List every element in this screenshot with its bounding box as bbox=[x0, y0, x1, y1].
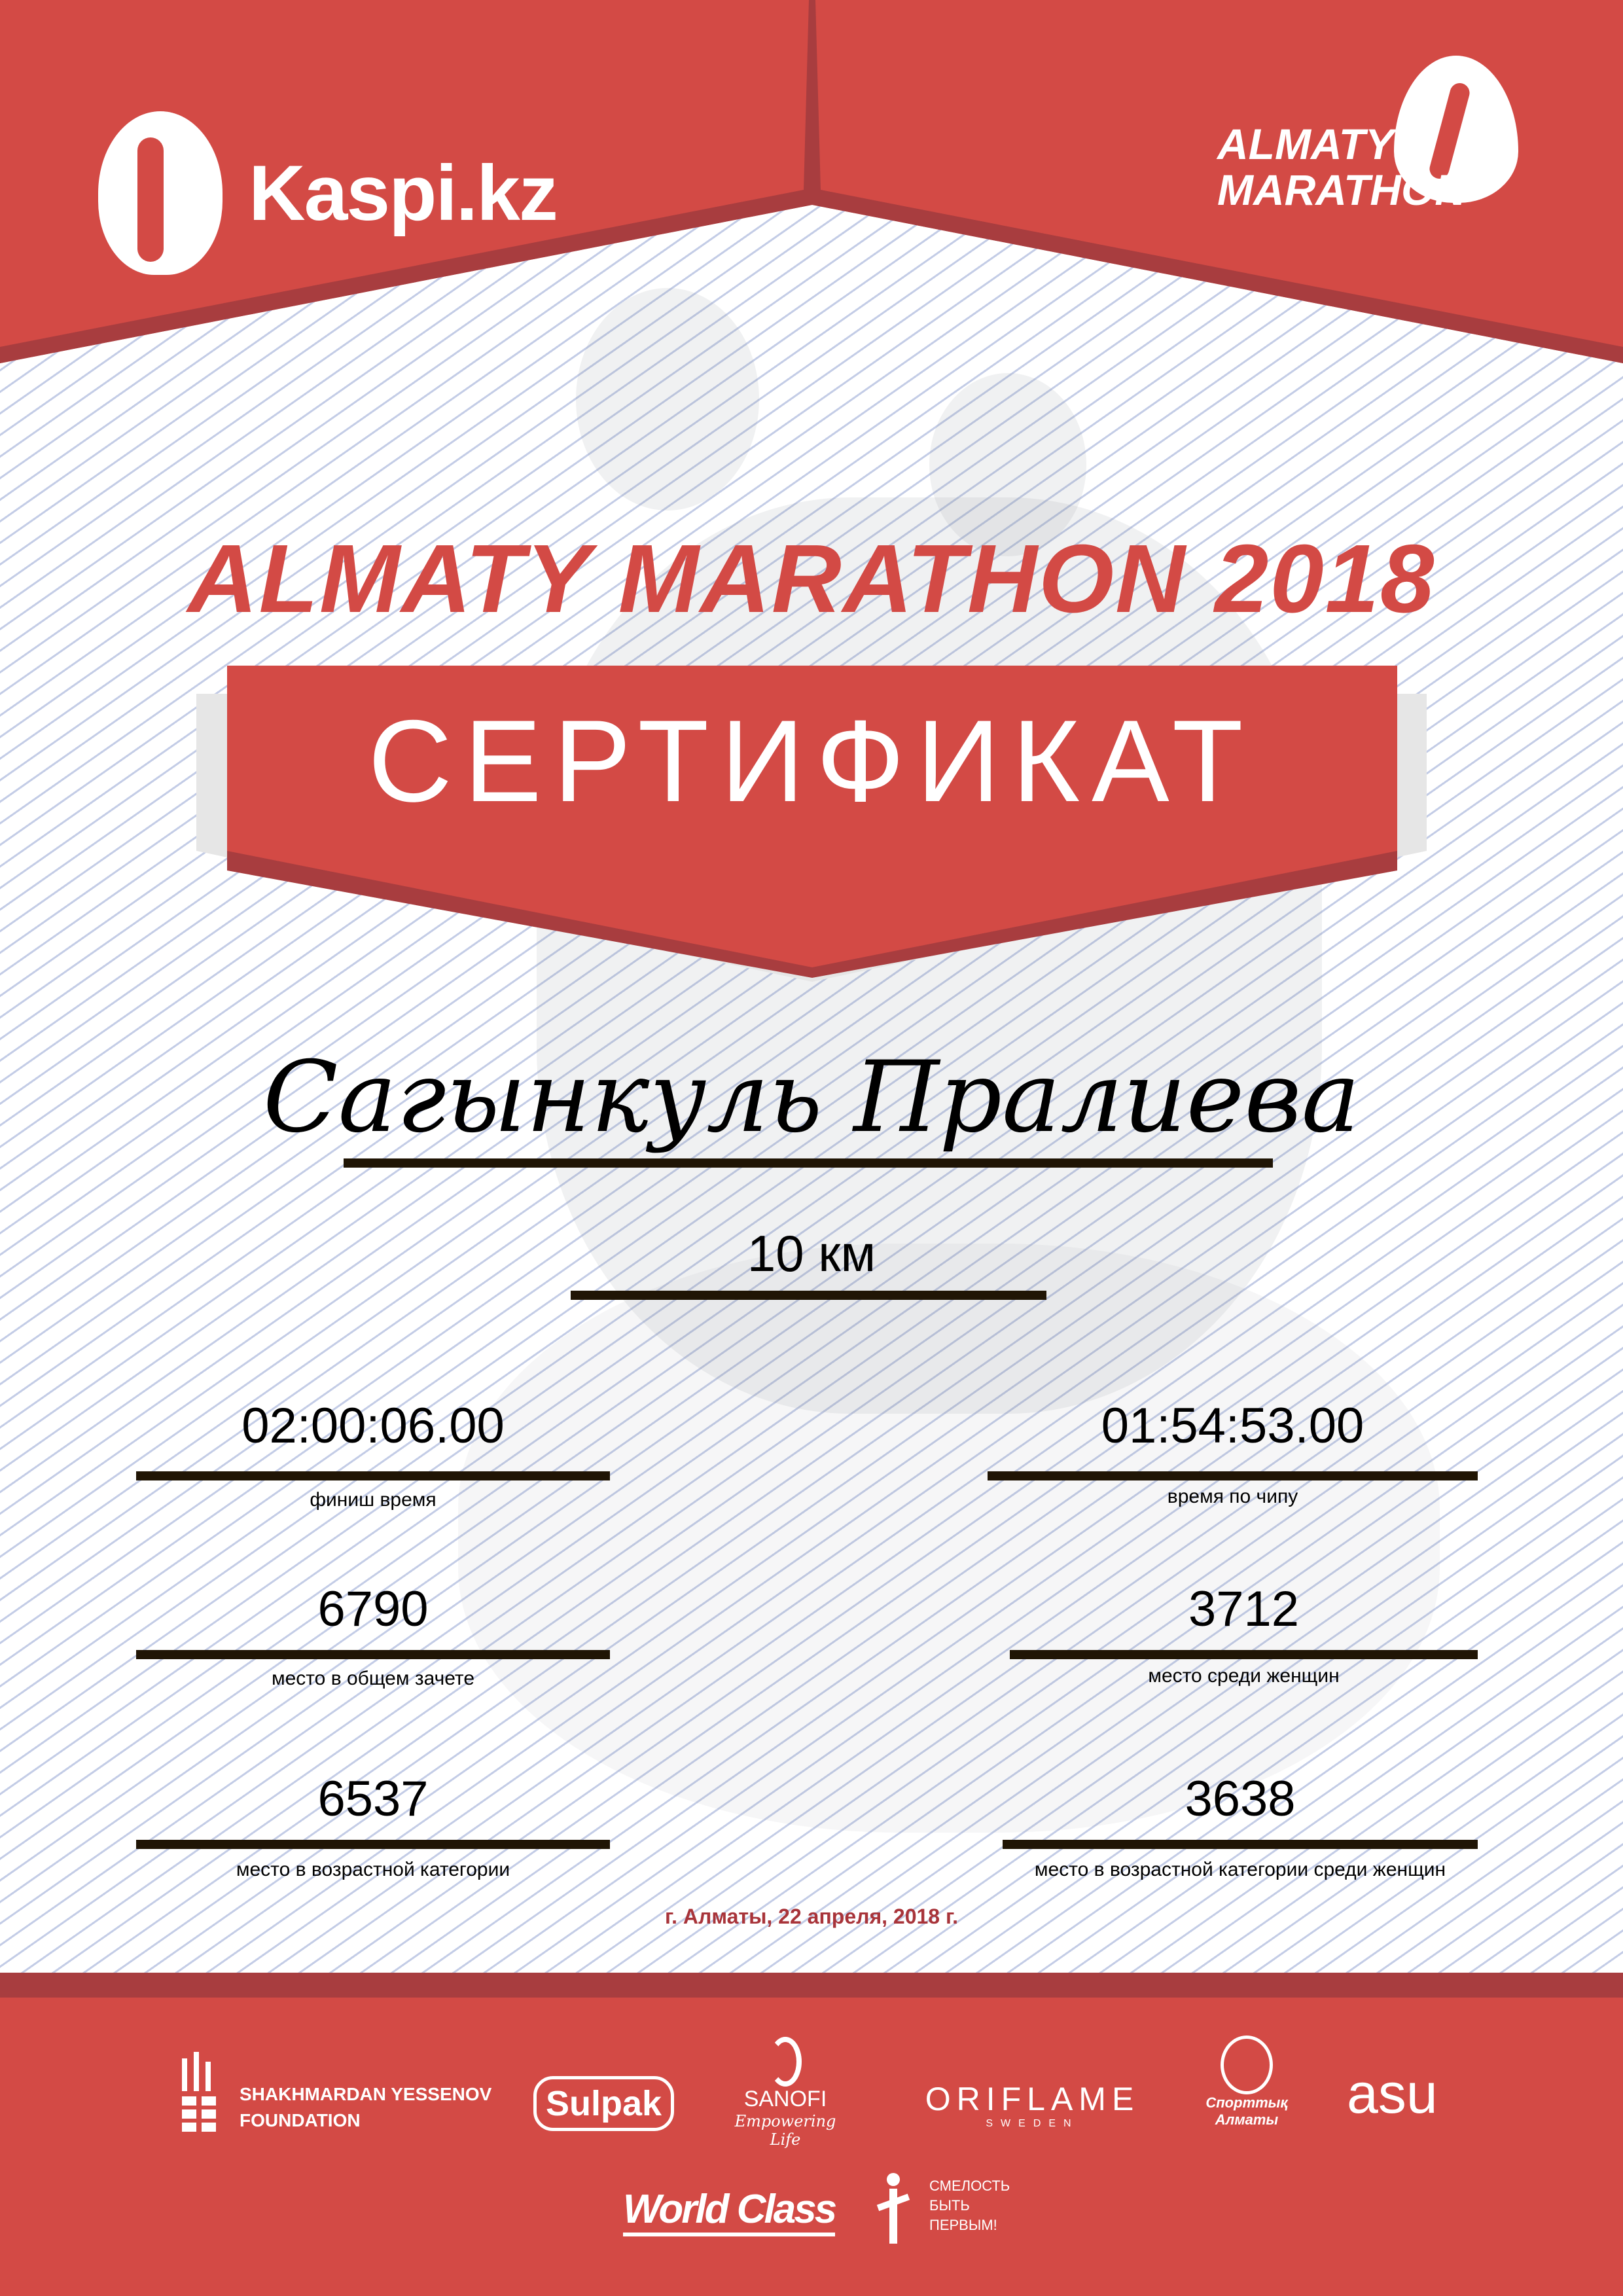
date-line: г. Алматы, 22 апреля, 2018 г. bbox=[665, 1905, 958, 1928]
age-place-label: место в возрастной категории bbox=[236, 1859, 510, 1880]
yessenov-bars-icon bbox=[182, 2052, 216, 2132]
runner-photo-man-head bbox=[576, 288, 759, 511]
almaty-marathon-logo-text: ALMATY MARATHON bbox=[1217, 121, 1466, 213]
oriflame-name: ORIFLAME bbox=[925, 2081, 1140, 2117]
distance-underline bbox=[571, 1291, 1046, 1300]
sulpak-logo: Sulpak bbox=[533, 2076, 675, 2131]
name-underline bbox=[344, 1158, 1273, 1168]
finish-time-value: 02:00:06.00 bbox=[241, 1398, 505, 1454]
almaty-marathon-logo: ALMATY MARATHON bbox=[1217, 56, 1518, 219]
logo-line-2: MARATHON bbox=[1217, 166, 1467, 214]
age-women-place-underline bbox=[1003, 1840, 1478, 1849]
distance: 10 км bbox=[747, 1225, 876, 1282]
overall-place-label: место в общем зачете bbox=[271, 1668, 475, 1689]
asu-logo: asu bbox=[1347, 2062, 1438, 2125]
yessenov-logo: SHAKHMARDAN YESSENOV FOUNDATION bbox=[182, 2052, 491, 2134]
event-title: ALMATY MARATHON 2018 bbox=[187, 525, 1436, 633]
fund-logo: СМЕЛОСТЬ БЫТЬ ПЕРВЫМ! bbox=[870, 2166, 1010, 2245]
sport-almaty-emblem-icon bbox=[1221, 2036, 1273, 2094]
footer-dark-band bbox=[0, 1973, 1623, 1999]
chip-time-underline bbox=[988, 1471, 1478, 1480]
chip-time-value: 01:54:53.00 bbox=[1101, 1398, 1364, 1454]
certificate-heading: СЕРТИФИКАТ bbox=[368, 696, 1255, 826]
runner-drop-icon bbox=[1394, 56, 1518, 203]
sanofi-tagline: Empowering Life bbox=[734, 2112, 836, 2149]
header-dark-chevron bbox=[0, 0, 1623, 363]
sport-almaty-logo: Спорттық Алматы bbox=[1198, 2036, 1296, 2128]
yessenov-line-2: FOUNDATION bbox=[240, 2110, 361, 2130]
yessenov-line-1: SHAKHMARDAN YESSENOV bbox=[240, 2084, 492, 2104]
sanofi-logo: SANOFI Empowering Life bbox=[723, 2037, 847, 2149]
runner-photo-woman-head bbox=[929, 373, 1086, 556]
kaspi-logo: Kaspi.kz bbox=[98, 111, 558, 275]
women-place-underline bbox=[1010, 1650, 1478, 1659]
finish-time-label: финиш время bbox=[310, 1489, 437, 1511]
certificate-banner bbox=[227, 666, 1397, 967]
sport-almaty-line-2: Алматы bbox=[1215, 2111, 1279, 2128]
participant-name: Сагынкуль Пралиева bbox=[262, 1041, 1361, 1155]
age-women-place-value: 3638 bbox=[1185, 1771, 1296, 1827]
oriflame-sub: SWEDEN bbox=[986, 2118, 1079, 2129]
women-place-label: место среди женщин bbox=[1148, 1665, 1340, 1687]
age-place-underline bbox=[136, 1840, 610, 1849]
overall-place-underline bbox=[136, 1650, 610, 1659]
kaspi-logo-text: Kaspi.kz bbox=[249, 149, 558, 237]
oriflame-logo: ORIFLAME SWEDEN bbox=[923, 2080, 1142, 2130]
sanofi-drop-icon bbox=[769, 2037, 802, 2087]
women-place-value: 3712 bbox=[1188, 1581, 1300, 1637]
runner-photo-legs bbox=[458, 1244, 1440, 1833]
overall-place-value: 6790 bbox=[317, 1581, 429, 1637]
kaspi-figures-icon bbox=[98, 111, 223, 275]
sanofi-name: SANOFI bbox=[743, 2087, 827, 2111]
footer-red-band bbox=[0, 1998, 1623, 2296]
worldclass-logo: World Class bbox=[623, 2186, 837, 2236]
fund-line-1: СМЕЛОСТЬ bbox=[929, 2178, 1010, 2194]
age-women-place-label: место в возрастной категории среди женщи… bbox=[1034, 1859, 1446, 1880]
fund-line-2: БЫТЬ bbox=[929, 2197, 970, 2214]
fund-figure-icon bbox=[876, 2173, 910, 2244]
age-place-value: 6537 bbox=[317, 1771, 429, 1827]
chip-time-label: время по чипу bbox=[1167, 1486, 1298, 1507]
sport-almaty-line-1: Спорттық bbox=[1205, 2094, 1288, 2111]
finish-time-underline bbox=[136, 1471, 610, 1480]
logo-line-1: ALMATY bbox=[1217, 120, 1395, 168]
fund-line-3: ПЕРВЫМ! bbox=[929, 2217, 997, 2233]
